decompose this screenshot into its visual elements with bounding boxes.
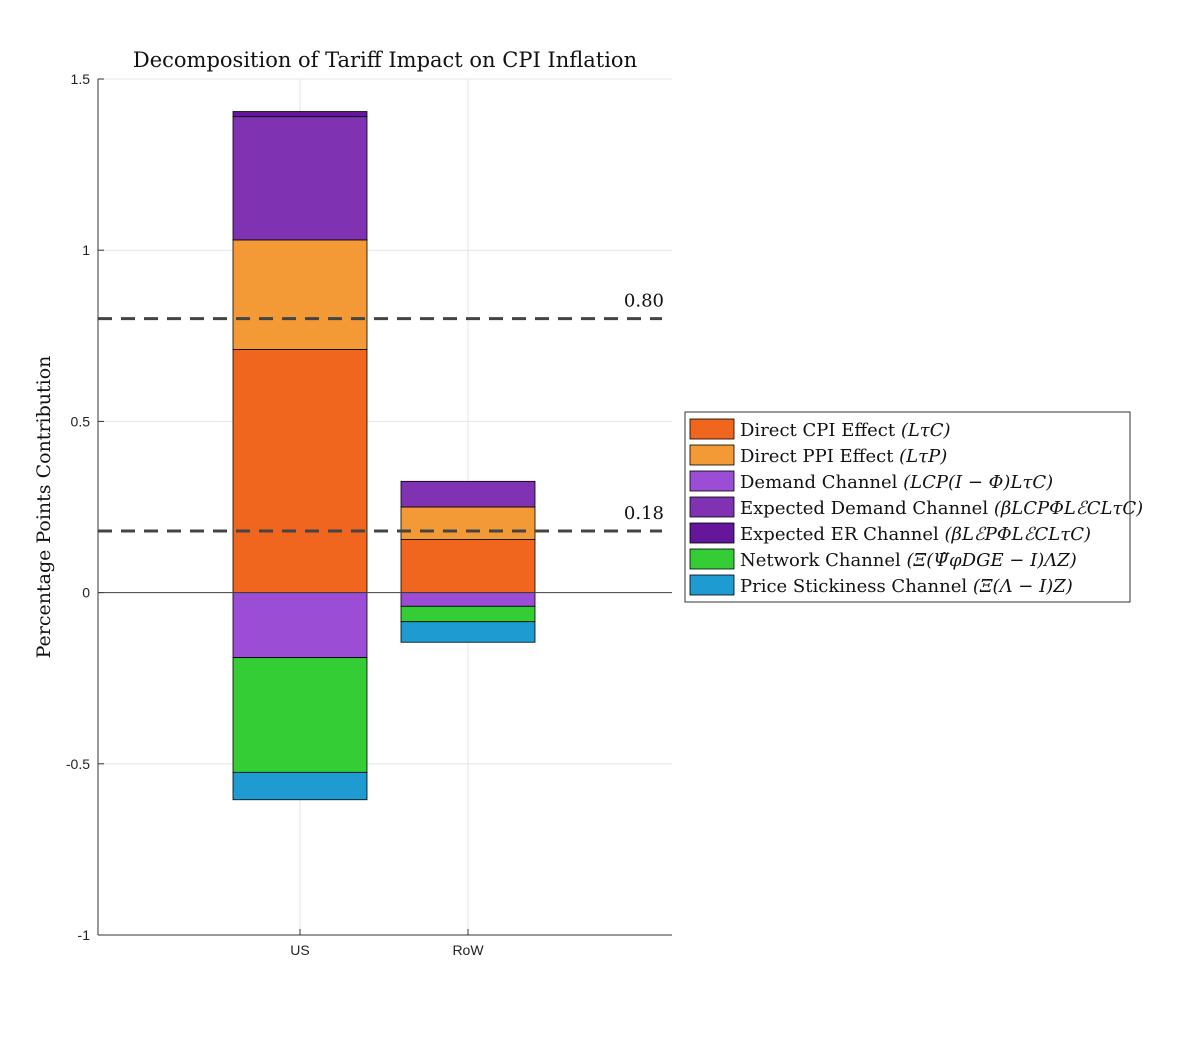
legend-box [684, 411, 1131, 603]
legend-series-formula: (βLℰPΦLℰCLτC) [939, 524, 1091, 545]
legend-series-formula: (LτP) [893, 446, 947, 467]
legend-series-name: Direct PPI Effect [740, 446, 894, 467]
legend-label-7: Price Stickiness Channel (Ξ(Λ − I)Z) [740, 576, 1073, 597]
legend-series-formula: (βLCPΦLℰCLτC) [988, 498, 1143, 519]
legend-series-formula: (Ξ(Λ − I)Z) [967, 576, 1073, 597]
legend-series-name: Expected Demand Channel [740, 498, 988, 519]
legend: Direct CPI Effect (LτC)Direct PPI Effect… [684, 411, 1143, 603]
y-tick-label: 0.5 [71, 413, 91, 429]
bar-segment-row-1 [400, 539, 536, 594]
legend-series-formula: (LCP(I − Φ)LτC) [897, 472, 1053, 493]
reference-lines-layer: 0.80 0.18 [98, 291, 664, 533]
y-tick-label: 1.5 [71, 71, 91, 87]
bar-segment-us-4 [232, 116, 368, 241]
legend-label-5: Expected ER Channel (βLℰPΦLℰCLτC) [740, 524, 1091, 545]
legend-series-formula: (LτC) [895, 420, 950, 441]
y-tick-label: -1 [78, 927, 91, 943]
legend-swatch-1 [689, 418, 735, 440]
legend-swatch-4 [689, 496, 735, 518]
x-tick-label: RoW [452, 942, 484, 958]
bar-segment-row-3 [400, 592, 536, 607]
legend-label-4: Expected Demand Channel (βLCPΦLℰCLτC) [740, 498, 1143, 519]
legend-label-1: Direct CPI Effect (LτC) [740, 420, 951, 441]
legend-series-name: Expected ER Channel [740, 524, 939, 545]
y-axis-label: Percentage Points Contribution [33, 356, 55, 659]
reference-line-label: 0.18 [624, 503, 664, 524]
legend-series-name: Direct CPI Effect [740, 420, 896, 441]
legend-swatch-2 [689, 444, 735, 466]
bar-segment-row-4 [400, 480, 536, 508]
axes-layer: -1 -0.5 0 0.5 1 1.5 US RoW [66, 71, 672, 958]
legend-series-name: Demand Channel [740, 472, 898, 493]
bar-segment-us-3 [232, 592, 368, 659]
legend-series-formula: (Ξ(Ψ̃φDGE − I)ΛZ) [901, 550, 1077, 571]
bar-segment-us-2 [232, 239, 368, 350]
bar-segment-us-1 [232, 349, 368, 594]
legend-series-name: Network Channel [740, 550, 901, 571]
y-tick-label: 1 [82, 242, 90, 258]
legend-swatch-6 [689, 548, 735, 570]
legend-swatch-3 [689, 470, 735, 492]
y-tick-label: 0 [82, 585, 90, 601]
bar-segment-us-7 [232, 771, 368, 801]
x-tick-label: US [290, 942, 309, 958]
reference-line-label: 0.80 [624, 291, 664, 312]
bar-segment-us-5 [232, 111, 368, 118]
bars-layer [232, 111, 536, 801]
bar-segment-row-7 [400, 621, 536, 643]
legend-swatch-5 [689, 522, 735, 544]
bar-segment-row-2 [400, 506, 536, 540]
legend-label-2: Direct PPI Effect (LτP) [740, 446, 947, 467]
bar-segment-us-6 [232, 657, 368, 773]
legend-label-6: Network Channel (Ξ(Ψ̃φDGE − I)ΛZ) [740, 550, 1077, 571]
y-tick-label: -0.5 [66, 756, 90, 772]
legend-label-3: Demand Channel (LCP(I − Φ)LτC) [740, 472, 1053, 493]
legend-swatch-7 [689, 574, 735, 596]
legend-series-name: Price Stickiness Channel [740, 576, 967, 597]
bar-segment-row-6 [400, 605, 536, 623]
chart-title: Decomposition of Tariff Impact on CPI In… [133, 48, 637, 72]
